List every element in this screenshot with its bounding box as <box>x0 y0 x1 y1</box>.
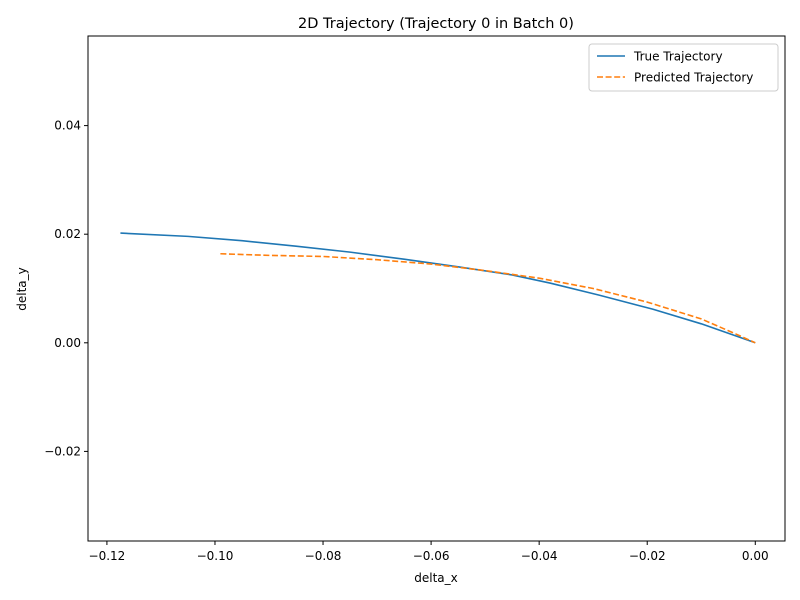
chart-title: 2D Trajectory (Trajectory 0 in Batch 0) <box>298 16 574 32</box>
y-tick-label: 0.00 <box>54 336 81 350</box>
y-axis: −0.02 0.00 0.02 0.04 <box>44 119 88 458</box>
y-tick-label: 0.02 <box>54 227 81 241</box>
legend: True Trajectory Predicted Trajectory <box>588 43 779 92</box>
x-tick-label: 0.00 <box>742 549 769 563</box>
series-line-true-trajectory <box>120 232 756 344</box>
x-axis-label: delta_x <box>414 571 458 585</box>
x-tick-label: −0.08 <box>305 549 342 563</box>
y-tick-label: −0.02 <box>44 444 81 458</box>
series-line-predicted-trajectory <box>220 252 756 344</box>
x-tick-label: −0.06 <box>413 549 450 563</box>
x-tick-label: −0.10 <box>197 549 234 563</box>
legend-label-true-trajectory: True Trajectory <box>633 50 723 64</box>
x-axis: −0.12 −0.10 −0.08 −0.06 −0.04 −0.02 0.00 <box>89 541 769 563</box>
legend-box <box>588 43 779 92</box>
x-tick-label: −0.12 <box>89 549 126 563</box>
plot-area <box>120 232 756 344</box>
legend-label-predicted-trajectory: Predicted Trajectory <box>634 71 753 85</box>
plot-frame <box>87 35 786 542</box>
y-tick-label: 0.04 <box>54 119 81 133</box>
y-axis-label: delta_y <box>15 267 29 311</box>
x-tick-label: −0.04 <box>521 549 558 563</box>
x-tick-label: −0.02 <box>629 549 666 563</box>
